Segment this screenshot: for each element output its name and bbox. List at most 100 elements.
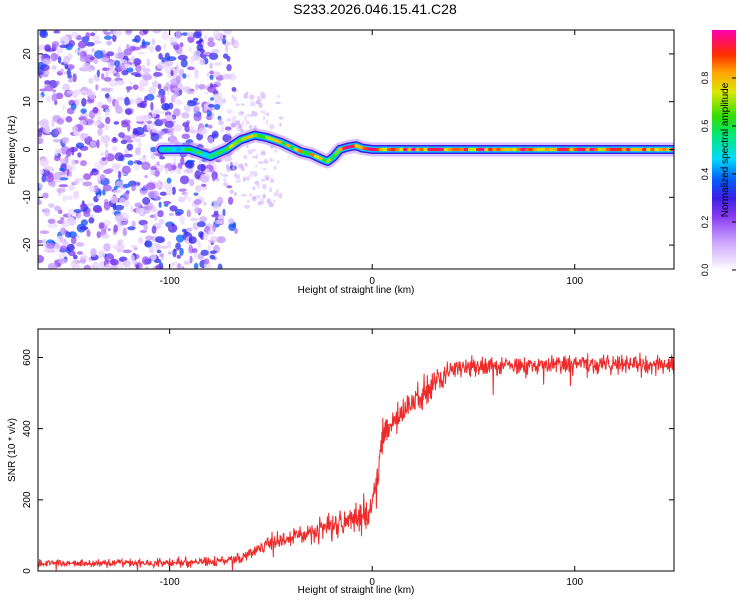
spectrogram-noise-point [77,40,87,49]
snr-panel: -100 0 100 0 200 400 600 Height of straight l… [7,328,675,596]
spectrogram-noise-point [218,120,224,126]
spectrogram-noise-point [155,243,161,251]
spectrogram-noise-point [68,231,77,239]
spectrogram-noise-point [237,174,241,180]
spectrogram-noise-point [134,34,141,43]
spectrogram-noise-point [203,103,208,112]
spectrogram-noise-point [169,205,178,212]
spectrogram-noise-point [110,195,119,204]
spectrogram-noise-point [51,41,60,47]
spectrogram-noise-point [226,185,233,189]
spectrogram-noise-point [175,234,185,243]
spectrogram-noise-point [150,109,157,118]
snr-x-tick-label: 100 [566,577,583,588]
spectrogram-noise-point [163,43,167,50]
spectrogram-noise-point [122,249,132,254]
spectrogram-noise-point [73,180,79,186]
spectrogram-noise-point [103,87,114,92]
spectrogram-noise-point [93,30,98,34]
snr-x-ticks: -100 0 100 [160,329,584,588]
spectrogram-noise-point [88,185,96,193]
spectrogram-noise-point [118,132,126,138]
spectrogram-noise-point [39,119,49,129]
spectrogram-noise-point [223,182,228,186]
spectrogram-noise-point [256,195,261,199]
spectrogram-noise-point [42,192,49,199]
spectrogram-noise-point [60,217,65,221]
spectrogram-noise-point [156,161,160,166]
spectrogram-noise-point [204,34,208,40]
spectrogram-noise-point [61,241,69,246]
spectrogram-noise-point [162,85,169,92]
spectrogram-noise-point [38,128,43,138]
spectrogram-noise-point [174,208,184,215]
spectrogram-noise-point [129,98,138,104]
spectrogram-noise-point [144,174,149,179]
spectrogram-noise-point [237,123,242,129]
spectrogram-noise-point [223,30,232,35]
spectrogram-noise-point [224,44,229,53]
spectrogram-noise-point [165,114,173,122]
spectrogram-noise-point [212,71,221,78]
spectrogram-noise-point [39,169,44,175]
snr-y-label: SNR (10 * v/v) [7,418,18,482]
spectrogram-noise-point [80,219,88,226]
spectrogram-noise-point [251,195,257,202]
spectrogram-noise-point [99,57,110,63]
snr-frame [37,328,675,572]
spectrogram-noise-point [56,235,64,244]
spectrogram-noise-point [193,69,199,79]
spectrogram-noise-point [62,195,67,202]
spectrogram-noise-point [100,152,104,156]
spectrogram-noise-point [211,48,220,54]
spectrogram-noise-point [234,96,237,102]
spectrogram-noise-point [260,110,264,114]
spectrogram-noise-point [158,52,163,60]
spectrogram-noise-point [278,116,284,120]
spectrogram-noise-point [137,51,146,55]
spectrogram-noise-point [85,32,91,39]
spectrogram-noise-point [126,89,131,93]
spectrogram-noise-point [114,152,124,162]
spectrogram-noise-point [159,253,164,258]
spectrogram-noise-point [174,99,183,106]
spectrogram-noise-point [159,134,163,140]
spectrogram-noise-point [106,51,115,57]
spectrogram-noise-point [276,189,279,193]
spectrogram-noise-point [262,115,266,121]
spectrogram-noise-point [113,121,120,125]
spectrogram-noise-point [243,154,248,160]
spectrogram-noise-point [196,221,206,228]
spectrogram-noise-point [113,186,118,190]
spectrogram-noise-point [59,227,67,236]
spectrogram-noise-point [67,74,73,79]
spectrogram-noise-point [134,138,142,143]
spectrogram-x-tick-label: -100 [160,276,180,287]
spectrogram-noise-point [141,156,148,162]
spectrogram-noise-point [214,219,225,225]
spectrogram-noise-point [104,31,111,36]
spectrogram-noise-point [72,125,78,132]
spectrogram-noise-point [224,126,232,131]
spectrogram-noise-point [164,52,171,62]
spectrogram-noise-point [261,183,267,190]
spectrogram-noise-point [245,91,249,95]
spectrogram-noise-point [266,119,269,126]
spectrogram-noise-point [80,133,89,139]
spectrogram-noise-point [80,108,87,114]
spectrogram-noise-point [250,100,256,107]
spectrogram-noise-point [104,123,109,131]
spectrogram-noise-point [180,221,185,225]
spectrogram-noise-point [209,236,219,241]
colorbar-tick-label: 0.8 [700,72,710,85]
spectrogram-noise-point [130,254,136,262]
spectrogram-noise-point [182,73,187,79]
colorbar-label: Normalized spectral amplitude [720,82,731,217]
spectrogram-noise-point [235,179,242,184]
spectrogram-noise-point [145,182,156,191]
spectrogram-noise-point [145,235,154,241]
spectrogram-noise-point [154,184,164,189]
spectrogram-noise-point [112,189,122,194]
spectrogram-noise-point [170,41,178,46]
colorbar-tick-label: 0.0 [700,264,710,277]
